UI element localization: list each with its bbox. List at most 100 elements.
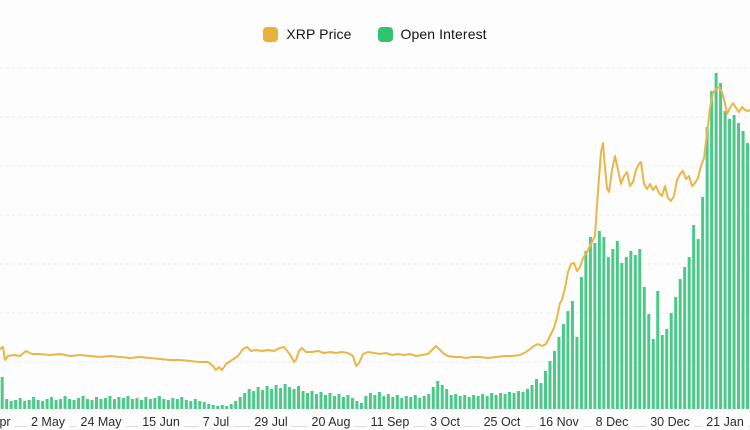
open-interest-bar (274, 385, 278, 409)
xrp-price-line (0, 86, 750, 371)
open-interest-bar (247, 389, 251, 409)
open-interest-bar (9, 401, 13, 409)
open-interest-swatch-icon (377, 26, 393, 42)
open-interest-bar (81, 396, 85, 409)
open-interest-bar (207, 404, 211, 409)
open-interest-bar (175, 399, 179, 409)
open-interest-bar (32, 397, 36, 409)
open-interest-bar (238, 397, 242, 409)
x-axis-label: 24 May (76, 414, 126, 430)
open-interest-bar (202, 402, 206, 409)
open-interest-bar (395, 395, 399, 409)
open-interest-bar (499, 393, 503, 409)
open-interest-bar (701, 197, 705, 409)
open-interest-bar (144, 397, 148, 409)
open-interest-bar (108, 396, 112, 409)
open-interest-bar (472, 395, 476, 409)
open-interest-bar (746, 143, 750, 409)
open-interest-bar (647, 314, 651, 409)
open-interest-bar (41, 401, 45, 409)
open-interest-bar (508, 392, 512, 409)
open-interest-bar (651, 339, 655, 409)
open-interest-bar (112, 399, 116, 409)
open-interest-bar (678, 279, 682, 409)
open-interest-bar (261, 390, 265, 409)
open-interest-bar (162, 399, 166, 409)
x-axis-label: 25 Oct (479, 414, 525, 430)
open-interest-bar (332, 396, 336, 409)
open-interest-bar (319, 392, 323, 409)
open-interest-bar (611, 249, 615, 409)
open-interest-bar (72, 400, 76, 409)
open-interest-bar (270, 389, 274, 409)
open-interest-bar (606, 257, 610, 409)
open-interest-bar (292, 389, 296, 409)
open-interest-bar (377, 392, 381, 409)
open-interest-bar (629, 251, 633, 409)
open-interest-bar (633, 255, 637, 409)
x-axis-label: 8 Dec (591, 414, 633, 430)
open-interest-bar (90, 400, 94, 409)
open-interest-bar (103, 398, 107, 409)
open-interest-bar (584, 251, 588, 409)
open-interest-bar (301, 391, 305, 409)
open-interest-bar (323, 395, 327, 409)
open-interest-bar (117, 397, 121, 409)
x-axis-label: pr (0, 414, 15, 430)
open-interest-bar (579, 277, 583, 409)
open-interest-bar (665, 329, 669, 409)
open-interest-bar (570, 301, 574, 409)
open-interest-bar (494, 395, 498, 409)
open-interest-bar (485, 396, 489, 409)
xrp-price-swatch-icon (263, 26, 279, 42)
open-interest-bar (166, 400, 170, 409)
open-interest-bar (0, 377, 4, 409)
open-interest-bar (283, 384, 287, 409)
open-interest-bar (404, 396, 408, 409)
open-interest-bar (198, 401, 202, 409)
open-interest-bar (189, 401, 193, 409)
x-axis-label: 16 Nov (535, 414, 583, 430)
open-interest-bar (193, 399, 197, 409)
legend-item-xrp-price[interactable]: XRP Price (263, 26, 351, 42)
open-interest-bar (243, 393, 247, 409)
open-interest-bar (490, 393, 494, 409)
open-interest-bar (615, 241, 619, 409)
open-interest-bar (418, 398, 422, 409)
open-interest-bar (279, 388, 283, 409)
open-interest-bar (535, 379, 539, 409)
open-interest-bar (373, 395, 377, 409)
open-interest-bar (445, 389, 449, 409)
open-interest-bar (184, 400, 188, 409)
open-interest-bar (256, 387, 260, 409)
open-interest-bar (422, 396, 426, 409)
open-interest-bar (552, 351, 556, 409)
open-interest-bar (23, 401, 27, 409)
open-interest-bar (593, 243, 597, 409)
open-interest-bar (350, 398, 354, 409)
open-interest-bar (391, 397, 395, 409)
open-interest-bar (539, 383, 543, 409)
open-interest-bar (310, 391, 314, 409)
open-interest-bar (364, 396, 368, 409)
open-interest-bar (171, 398, 175, 409)
open-interest-bar (157, 396, 161, 409)
open-interest-bar (45, 399, 49, 409)
open-interest-bar (36, 400, 40, 409)
open-interest-bar (355, 401, 359, 409)
open-interest-bar (674, 297, 678, 409)
open-interest-bar (692, 225, 696, 409)
open-interest-bar (517, 391, 521, 409)
open-interest-bar (288, 387, 292, 409)
legend-item-open-interest[interactable]: Open Interest (377, 26, 487, 42)
open-interest-bar (121, 398, 125, 409)
open-interest-bar (337, 394, 341, 409)
open-interest-bar (14, 400, 18, 409)
x-axis-label: 20 Aug (307, 414, 355, 430)
open-interest-bar (669, 313, 673, 409)
open-interest-bar (710, 91, 714, 409)
open-interest-bar (341, 397, 345, 409)
open-interest-bar (382, 396, 386, 409)
